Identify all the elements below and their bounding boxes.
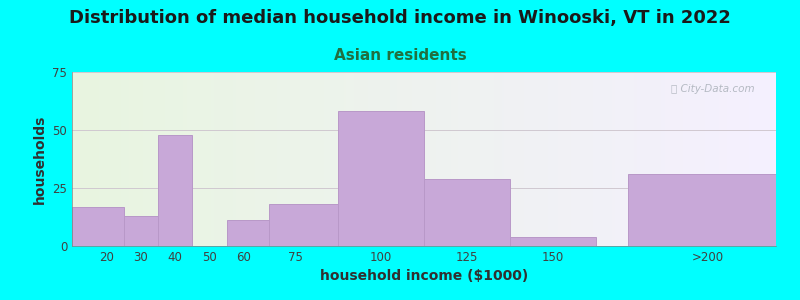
- Text: Asian residents: Asian residents: [334, 48, 466, 63]
- Bar: [123, 216, 158, 246]
- Bar: [424, 179, 510, 246]
- Bar: [72, 207, 123, 246]
- Bar: [158, 135, 192, 246]
- Bar: [270, 204, 338, 246]
- Text: Ⓢ City-Data.com: Ⓢ City-Data.com: [671, 84, 755, 94]
- Bar: [338, 111, 424, 246]
- Y-axis label: households: households: [33, 114, 46, 204]
- X-axis label: household income ($1000): household income ($1000): [320, 269, 528, 284]
- Bar: [226, 220, 270, 246]
- Text: Distribution of median household income in Winooski, VT in 2022: Distribution of median household income …: [69, 9, 731, 27]
- Bar: [510, 237, 596, 246]
- Bar: [628, 174, 776, 246]
